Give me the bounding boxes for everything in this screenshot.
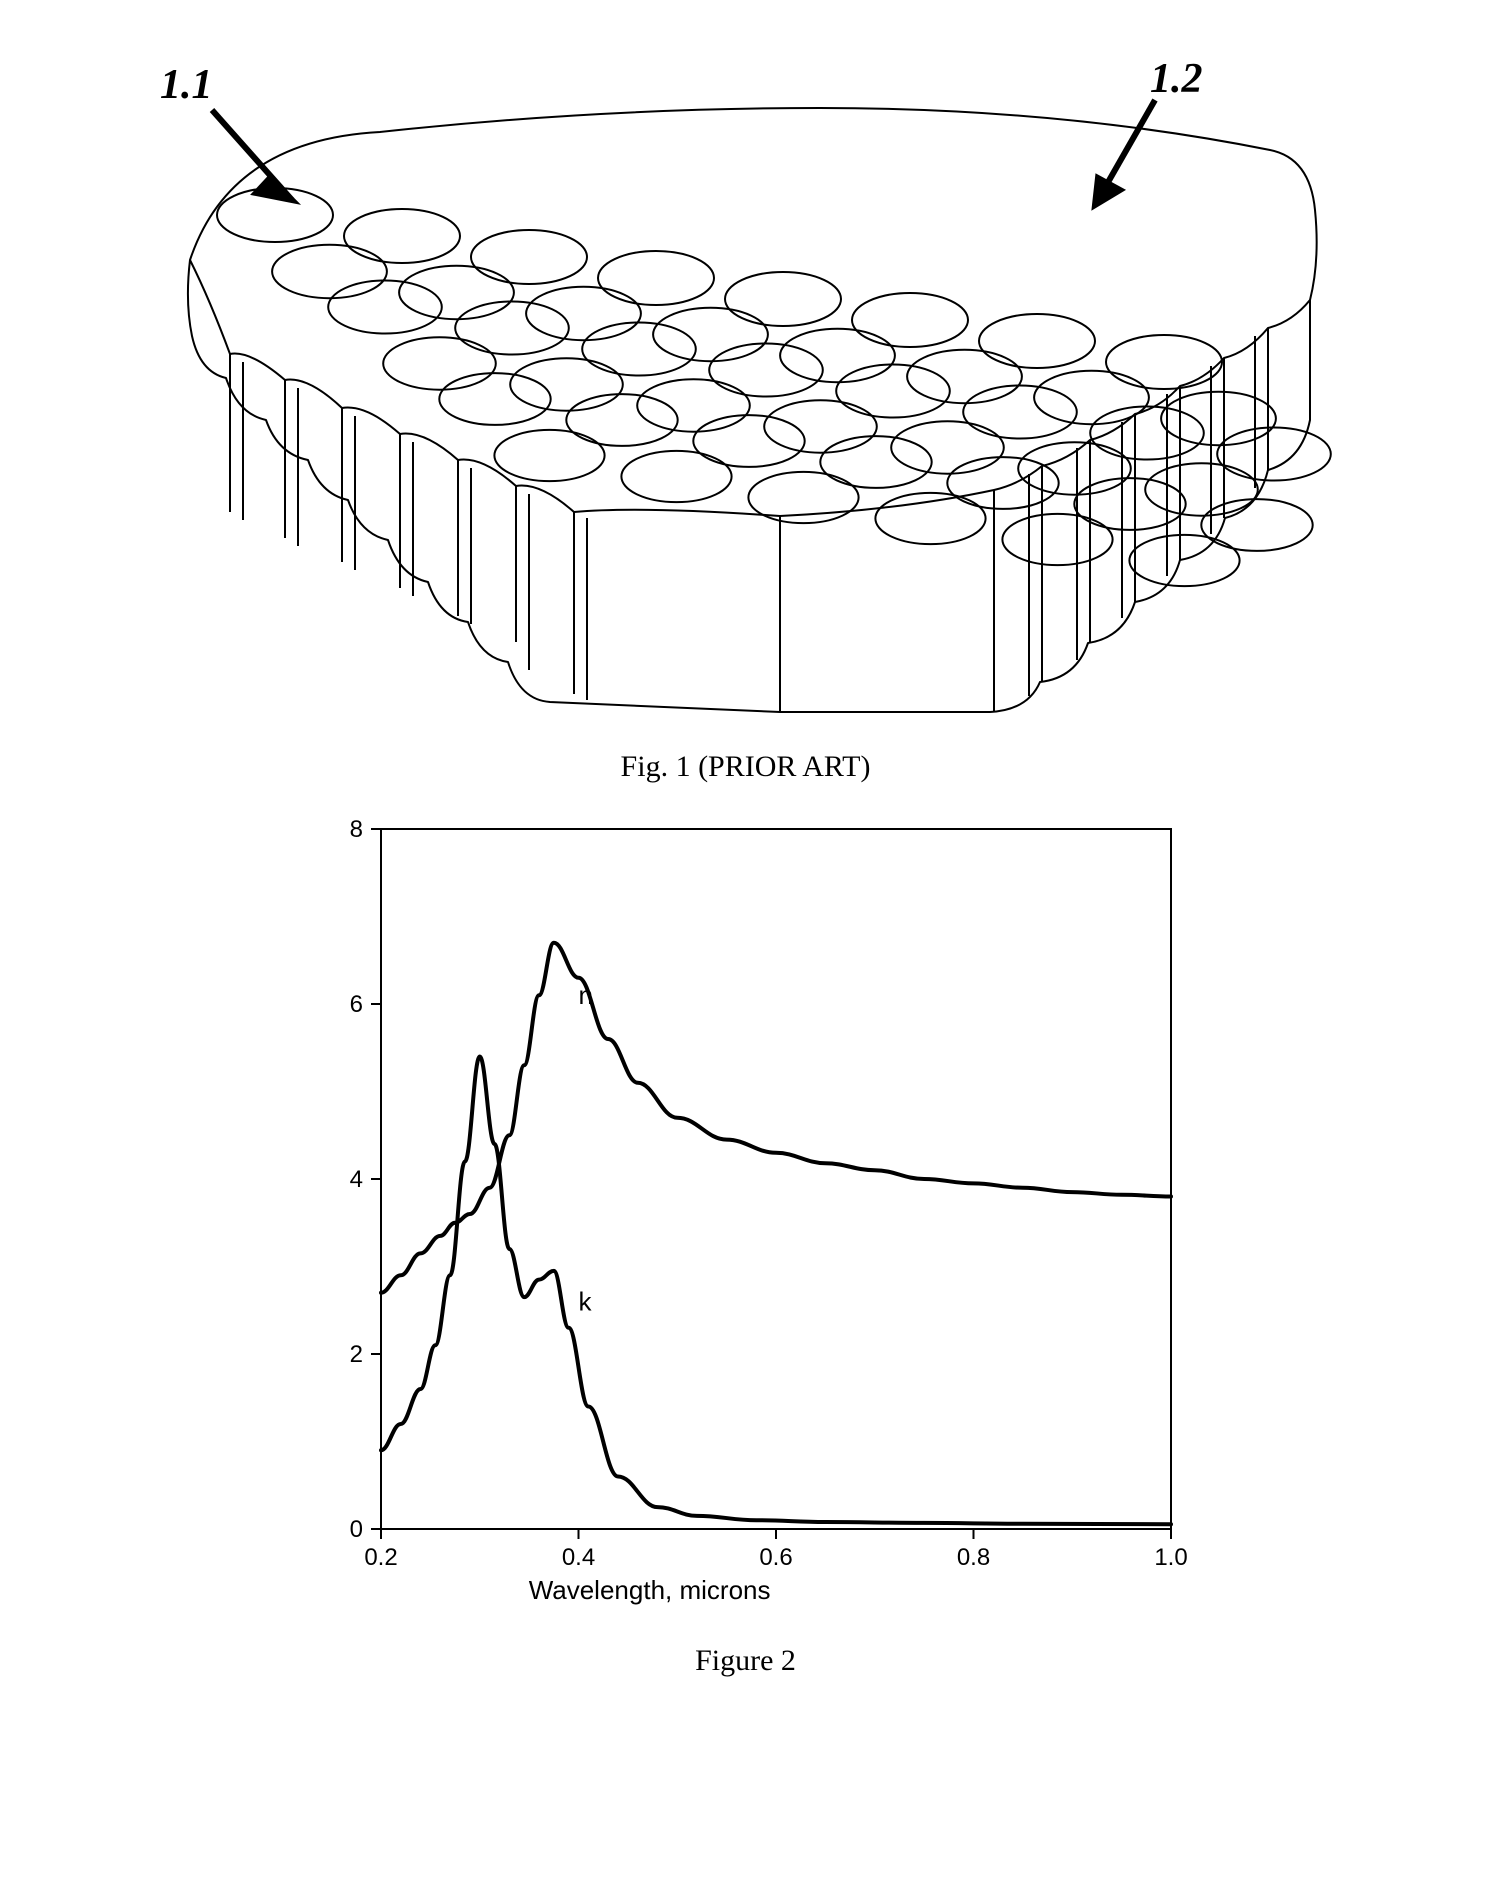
figure-2: 0.2 0.4 0.6 0.8 1.0 0 2 4 6 8 Wavelength, microns n… (80, 804, 1411, 1678)
svg-text:Wavelength, microns: Wavelength, microns (528, 1575, 770, 1605)
svg-text:2: 2 (349, 1341, 362, 1368)
svg-text:0.4: 0.4 (561, 1544, 594, 1571)
honeycomb-structure (188, 108, 1331, 712)
near-face-ribs (230, 354, 780, 712)
svg-text:4: 4 (349, 1166, 362, 1193)
figure-2-caption: Figure 2 (80, 1644, 1411, 1678)
page: 1.1 1.2 (0, 0, 1491, 1718)
honeycomb-diagram: 1.1 1.2 (80, 40, 1411, 740)
optical-constants-chart: 0.2 0.4 0.6 0.8 1.0 0 2 4 6 8 Wavelength, microns n… (286, 804, 1206, 1634)
svg-text:0: 0 (349, 1516, 362, 1543)
svg-text:8: 8 (349, 816, 362, 843)
chart-container: 0.2 0.4 0.6 0.8 1.0 0 2 4 6 8 Wavelength, microns n… (286, 804, 1206, 1634)
svg-text:n: n (578, 980, 592, 1010)
label-1-2: 1.2 (1150, 56, 1203, 102)
svg-text:0.6: 0.6 (759, 1544, 792, 1571)
svg-text:1.0: 1.0 (1154, 1544, 1187, 1571)
svg-text:0.2: 0.2 (364, 1544, 397, 1571)
arrow-1-2 (1095, 100, 1155, 205)
svg-text:k: k (578, 1286, 592, 1316)
figure-1: 1.1 1.2 (80, 40, 1411, 784)
svg-text:6: 6 (349, 991, 362, 1018)
figure-1-caption: Fig. 1 (PRIOR ART) (80, 750, 1411, 784)
svg-text:0.8: 0.8 (956, 1544, 989, 1571)
right-face-ribs (994, 300, 1310, 712)
top-ovals (217, 188, 1331, 586)
label-1-1: 1.1 (160, 62, 213, 108)
